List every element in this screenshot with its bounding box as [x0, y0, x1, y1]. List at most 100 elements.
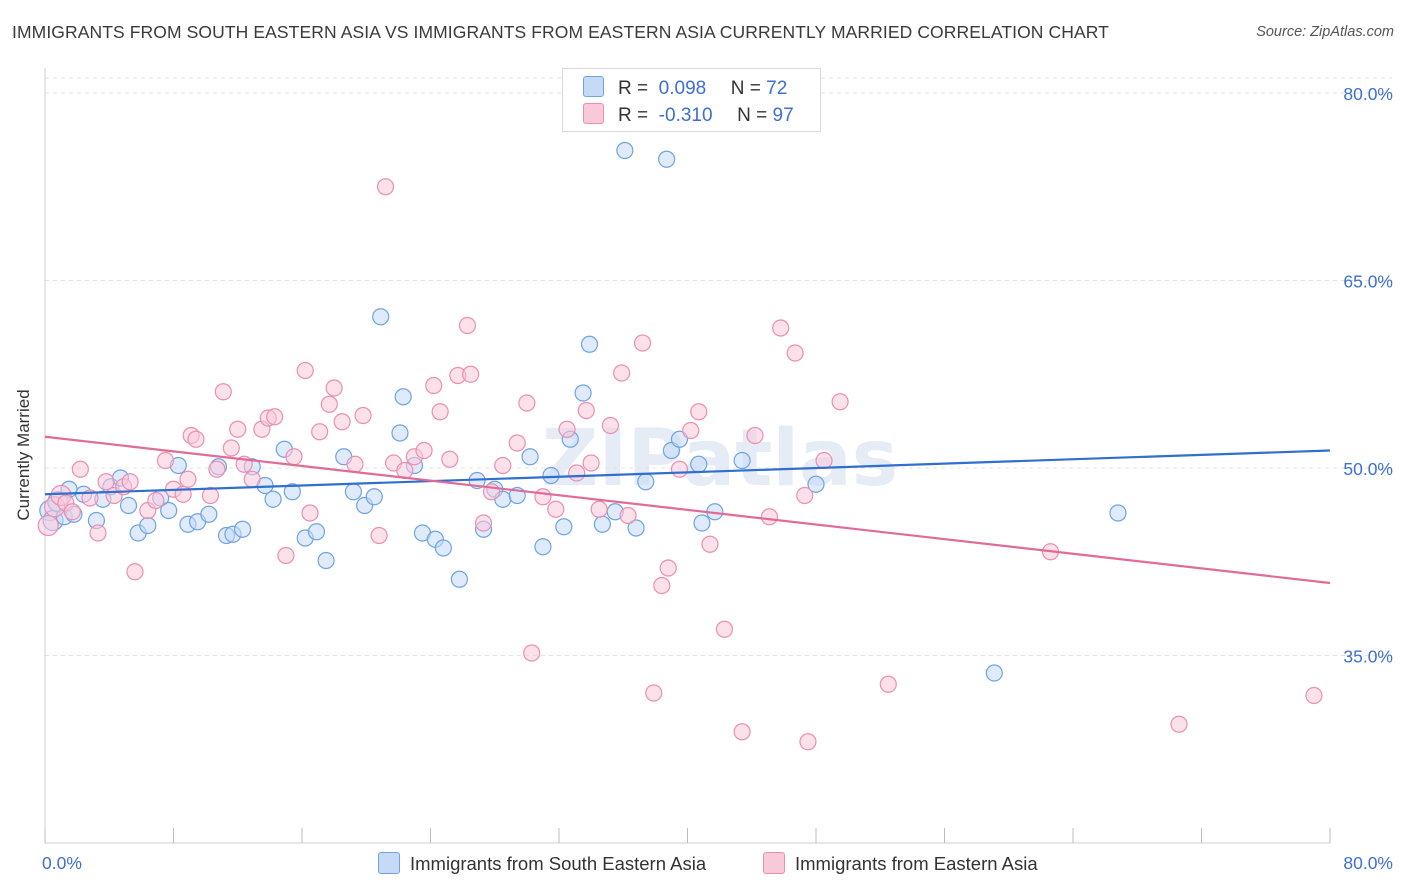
pink-scatter-point	[201, 486, 220, 505]
pink-scatter-point	[37, 514, 59, 537]
blue-scatter-point	[555, 518, 573, 536]
legend-n-value-1: 72	[766, 78, 788, 99]
pink-scatter-point	[458, 316, 477, 335]
pink-scatter-point	[670, 460, 689, 478]
pink-scatter-point	[796, 486, 814, 505]
pink-scatter-point	[518, 394, 536, 412]
pink-scatter-point	[831, 393, 849, 411]
blue-scatter-point	[985, 664, 1003, 682]
blue-trend-line	[44, 449, 1331, 496]
blue-scatter-point	[627, 519, 645, 537]
pink-scatter-point	[354, 406, 372, 425]
blue-scatter-point	[1109, 504, 1127, 522]
pink-scatter-point	[733, 723, 751, 741]
legend-row-blue: R = 0.098 N = 72	[583, 76, 788, 99]
pink-scatter-point	[311, 423, 329, 441]
pink-scatter-point	[441, 450, 459, 468]
bottom-legend-label-2: Immigrants from Eastern Asia	[795, 853, 1038, 874]
pink-scatter-point	[633, 334, 652, 352]
legend-swatch-blue	[583, 76, 604, 97]
legend-r-value-1: 0.098	[658, 78, 707, 99]
pink-scatter-point	[659, 559, 677, 577]
legend-r-label-2: R =	[618, 105, 649, 126]
blue-scatter-point	[593, 515, 611, 533]
pink-scatter-point	[71, 460, 89, 478]
y-tick-label: 35.0%	[1343, 647, 1393, 667]
pink-scatter-point	[431, 403, 449, 421]
pink-scatter-point	[222, 439, 240, 457]
chart-title: IMMIGRANTS FROM SOUTH EASTERN ASIA VS IM…	[12, 22, 1109, 42]
blue-scatter-point	[580, 335, 599, 353]
blue-scatter-point	[574, 384, 592, 402]
pink-scatter-point	[126, 563, 144, 581]
pink-scatter-point	[376, 178, 395, 196]
pink-scatter-point	[508, 434, 526, 452]
source-note: Source: ZipAtlas.com	[1256, 24, 1394, 40]
y-tick-label: 80.0%	[1343, 84, 1393, 104]
blue-scatter-point	[693, 514, 711, 532]
pink-scatter-point	[1170, 715, 1188, 733]
blue-scatter-point	[344, 483, 362, 501]
pink-scatter-point	[277, 546, 295, 565]
pink-scatter-point	[229, 420, 247, 438]
pink-scatter-point	[187, 430, 205, 448]
pink-scatter-point	[879, 675, 897, 693]
blue-scatter-point	[317, 551, 335, 570]
blue-scatter-point	[690, 455, 708, 473]
y-tick-label: 65.0%	[1343, 272, 1393, 292]
pink-scatter-point	[582, 454, 600, 472]
blue-scatter-point	[139, 516, 157, 535]
blue-scatter-point	[658, 150, 676, 168]
pink-scatter-point	[653, 576, 671, 595]
blue-scatter-point	[733, 451, 751, 470]
legend-r-value-2: -0.310	[658, 105, 713, 126]
correlation-legend: R = 0.098 N = 72 R = -0.310 N = 97	[562, 68, 821, 132]
pink-scatter-point	[285, 448, 303, 466]
pink-scatter-point	[760, 508, 779, 526]
pink-scatter-point	[147, 491, 165, 510]
pink-scatter-point	[568, 464, 586, 482]
watermark: ZIPatlas	[542, 414, 898, 504]
pink-scatter-point	[89, 524, 107, 542]
pink-scatter-point	[474, 514, 493, 532]
pink-scatter-point	[523, 644, 541, 662]
pink-scatter-point	[325, 379, 343, 397]
blue-scatter-point	[365, 488, 383, 506]
pink-scatter-point	[494, 456, 512, 475]
pink-scatter-point	[772, 319, 790, 337]
pink-scatter-point	[462, 365, 480, 383]
blue-scatter-point	[434, 539, 452, 557]
pink-scatter-point	[590, 500, 608, 518]
pink-scatter-point	[701, 535, 719, 553]
pink-scatter-point	[786, 344, 804, 362]
pink-scatter-point	[645, 684, 663, 702]
pink-scatter-point	[619, 506, 637, 525]
bottom-legend-item-2: Immigrants from Eastern Asia	[763, 852, 1038, 875]
blue-scatter-point	[521, 448, 539, 466]
pink-scatter-point	[121, 473, 139, 491]
blue-scatter-point	[616, 141, 634, 160]
blue-scatter-point	[542, 466, 560, 485]
y-axis-label: Currently Married	[14, 389, 33, 521]
bottom-legend-swatch-blue	[378, 852, 400, 874]
pink-scatter-point	[214, 383, 232, 401]
pink-scatter-point	[156, 451, 175, 470]
blue-scatter-point	[233, 520, 252, 538]
pink-scatter-point	[534, 488, 552, 506]
pink-scatter-point	[320, 395, 338, 413]
blue-scatter-point	[394, 388, 412, 406]
blue-scatter-point	[391, 424, 409, 442]
bottom-legend-label-1: Immigrants from South Eastern Asia	[410, 853, 707, 874]
blue-scatter-point	[637, 473, 655, 491]
pink-scatter-point	[415, 441, 433, 460]
pink-scatter-point	[425, 376, 443, 395]
pink-scatter-point	[333, 413, 351, 431]
pink-scatter-point	[715, 620, 734, 638]
pink-scatter-point	[799, 733, 817, 751]
legend-swatch-pink	[583, 103, 604, 124]
pink-scatter-point	[815, 451, 833, 470]
pink-scatter-point	[370, 526, 388, 545]
blue-scatter-point	[450, 570, 469, 588]
blue-scatter-point	[534, 538, 552, 556]
pink-scatter-point	[690, 403, 708, 421]
